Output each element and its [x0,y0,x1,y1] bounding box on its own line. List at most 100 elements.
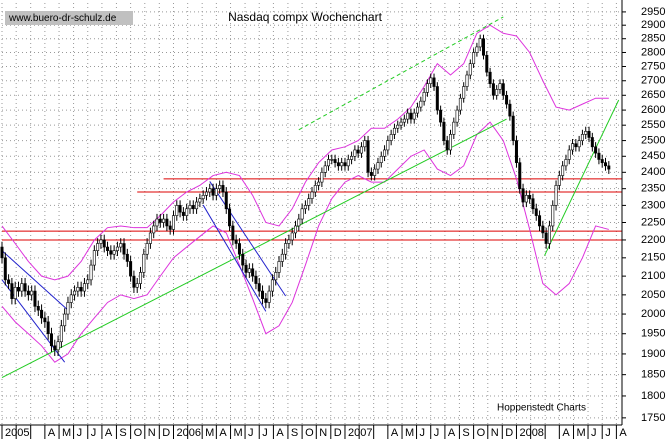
x-tick-label: O [305,427,314,439]
candle-body [330,159,334,161]
y-tick-label: 1800 [641,390,665,402]
candle-body [277,261,281,273]
candle-body [524,195,528,203]
candle-body [419,100,423,108]
candle-body [73,290,77,296]
candle-body [435,86,439,111]
candle-body [511,115,515,141]
candle-body [600,159,604,163]
candle-body [478,38,482,48]
candle-body [43,317,47,323]
candle-body [462,86,466,99]
candle-body [501,83,505,96]
candle-body [429,77,433,84]
candle-body [284,243,288,255]
x-tick-label: M [577,427,586,439]
x-tick-label: M [234,427,243,439]
candle-body [89,264,93,281]
candle-body [162,218,166,223]
candle-body [92,250,96,266]
candle-body [392,127,396,135]
candle-body [491,83,495,96]
candle-body [343,162,347,167]
y-tick-label: 2450 [641,150,665,162]
candles [0,34,611,356]
candle-body [412,112,416,120]
x-tick-label: S [462,427,469,439]
overlay-line [544,99,620,256]
candle-body [135,283,139,288]
x-tick-label: N [148,427,156,439]
candle-body [30,290,34,296]
candle-body [300,208,304,220]
y-tick-label: 2150 [641,252,665,264]
candle-body [0,246,4,259]
candle-body [237,243,241,255]
candle-body [528,195,532,199]
source-box [5,11,133,25]
candle-body [264,298,268,303]
x-tick-label: D [334,427,342,439]
candle-body [584,131,588,135]
y-tick-label: 1950 [641,328,665,340]
candle-body [218,185,222,189]
candle-body [320,172,324,183]
candle-body [221,185,225,193]
candle-body [145,243,149,255]
x-tick-label: N [319,427,327,439]
candle-body [571,143,575,151]
x-tick-label: O [134,427,143,439]
x-tick-label: A [562,427,570,439]
x-tick-label: D [162,427,170,439]
candle-body [290,232,294,241]
candle-body [425,83,429,93]
candle-body [26,290,30,296]
candle-body [310,191,314,199]
candle-body [102,239,106,248]
x-tick-label: N [491,427,499,439]
x-tick-label: A [276,427,284,439]
candle-body [251,268,255,277]
y-tick-label: 2800 [641,46,665,58]
x-tick-label: S [119,427,126,439]
x-tick-label: O [477,427,486,439]
candle-body [307,198,311,206]
overlay-line [1,250,69,311]
candle-body [547,225,551,244]
candle-body [505,94,509,105]
candle-body [181,211,185,216]
candle-body [340,162,344,167]
candle-body [139,272,143,284]
candle-body [597,152,601,160]
y-tick-label: 2250 [641,216,665,228]
candle-body [158,218,162,223]
candle-body [508,103,512,117]
candle-body [254,275,258,284]
candle-body [79,287,83,292]
candle-body [396,124,400,129]
candle-body [442,121,446,141]
candle-body [402,118,406,123]
candle-body [16,287,20,292]
candle-body [142,253,146,273]
x-tick-label: A [219,427,227,439]
candle-body [488,71,492,84]
x-tick-label: M [405,427,414,439]
candle-body [544,232,548,244]
candle-body [10,283,14,299]
candle-body [541,225,545,234]
candle-body [317,181,321,186]
candle-body [191,205,195,210]
overlay-line [202,204,267,312]
candle-body [125,253,129,262]
candle-body [33,290,37,307]
y-tick-label: 2300 [641,199,665,211]
candle-body [228,208,232,227]
candle-body [359,146,363,154]
candle-body [201,195,205,199]
x-tick-label: A [619,427,627,439]
candle-body [274,272,278,281]
overlay-line [209,181,287,297]
candle-body [63,313,67,327]
candle-body [604,162,608,167]
